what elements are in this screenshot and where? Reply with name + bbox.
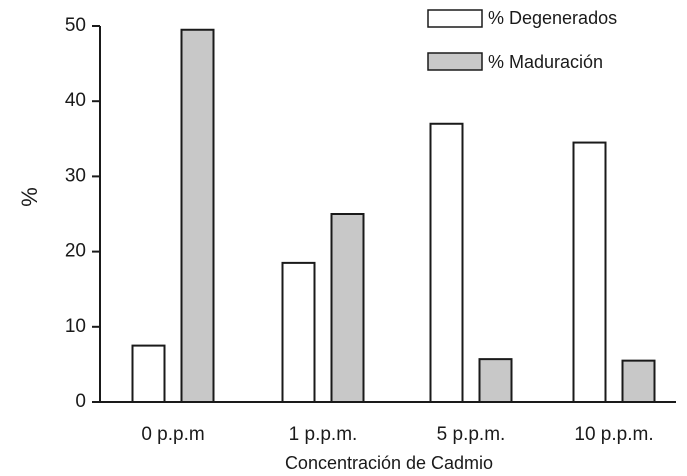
y-ticks: 0 10 20 30 40 50: [65, 15, 100, 412]
bar-group: [429, 122, 513, 403]
legend-swatch-degenerados: [427, 9, 483, 28]
bar-groups: [131, 28, 656, 404]
x-tick-label: 0 p.p.m: [141, 424, 204, 445]
x-ticks: 0 p.p.m 1 p.p.m. 5 p.p.m. 10 p.p.m.: [141, 424, 653, 445]
bar-group: [131, 28, 215, 404]
bar-degenerados: [131, 344, 166, 404]
bar-degenerados: [281, 261, 316, 403]
y-tick-label: 30: [65, 165, 86, 186]
legend-item-degenerados: % Degenerados: [427, 8, 617, 28]
bar-degenerados: [572, 141, 607, 403]
bar-group: [572, 141, 656, 404]
bar-maduracion: [180, 28, 215, 403]
bar-degenerados: [429, 122, 464, 403]
x-tick-label: 1 p.p.m.: [289, 424, 358, 445]
y-tick-label: 20: [65, 241, 86, 262]
legend-swatch-maduracion: [427, 52, 483, 71]
y-tick-label: 10: [65, 316, 86, 337]
y-tick-label: 0: [75, 391, 86, 412]
bar-maduracion: [478, 358, 513, 403]
x-tick-label: 5 p.p.m.: [437, 424, 506, 445]
bar-maduracion: [621, 359, 656, 404]
x-tick-label: 10 p.p.m.: [574, 424, 653, 445]
x-axis-label: Concentración de Cadmio: [285, 453, 493, 473]
y-axis-label: %: [17, 187, 42, 207]
legend: % Degenerados % Maduración: [427, 8, 617, 72]
legend-label-maduracion: % Maduración: [488, 52, 603, 72]
y-tick-label: 40: [65, 90, 86, 111]
bar-group: [281, 213, 365, 403]
bar-maduracion: [330, 213, 365, 403]
legend-item-maduracion: % Maduración: [427, 52, 603, 72]
y-tick-label: 50: [65, 15, 86, 36]
legend-label-degenerados: % Degenerados: [488, 8, 617, 28]
